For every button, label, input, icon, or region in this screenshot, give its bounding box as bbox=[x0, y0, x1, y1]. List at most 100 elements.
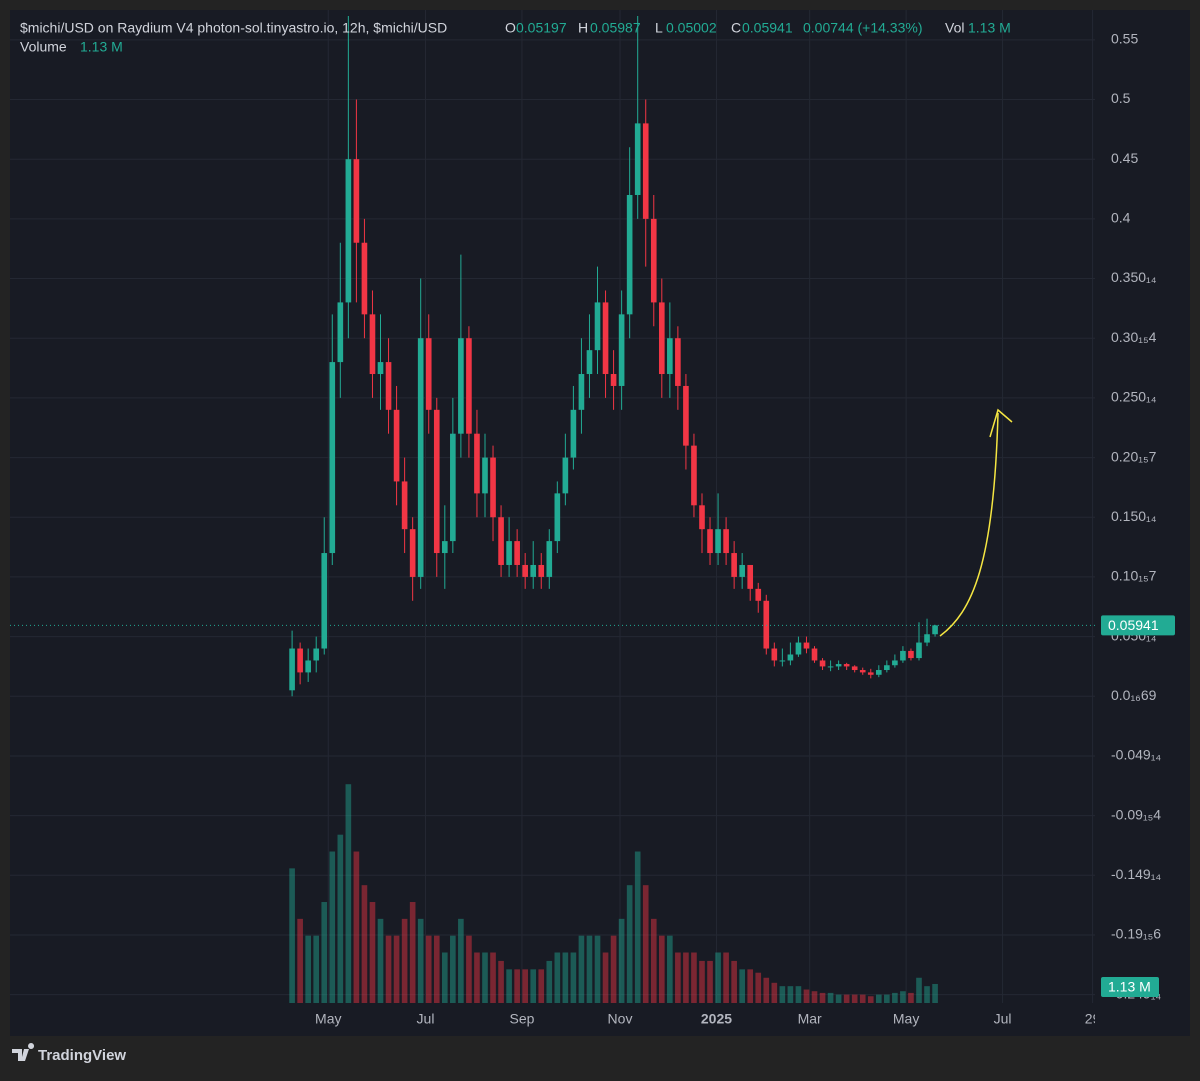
candle-body bbox=[819, 660, 826, 667]
volume-bar bbox=[401, 918, 408, 1003]
logo-icon bbox=[12, 1043, 35, 1061]
volume-bar bbox=[441, 952, 448, 1003]
candle-body bbox=[626, 194, 633, 315]
volume-bar bbox=[305, 935, 311, 1003]
vol-value: 1.13 M bbox=[968, 20, 1011, 36]
volume-bar bbox=[667, 935, 673, 1003]
volume-bar bbox=[787, 986, 794, 1003]
candle-body bbox=[289, 648, 295, 691]
y-tick-label: -0.19₁₅6 bbox=[1111, 926, 1161, 942]
volume-bar bbox=[658, 935, 665, 1003]
footer bbox=[0, 1036, 1200, 1076]
candle-body bbox=[586, 350, 593, 375]
y-tick-label: 0.250₁₄ bbox=[1111, 389, 1157, 405]
candle-body bbox=[932, 625, 938, 635]
candle-body bbox=[707, 529, 713, 554]
y-tick-label: 0.45 bbox=[1111, 150, 1138, 166]
candle-body bbox=[803, 642, 810, 649]
volume-bar bbox=[594, 935, 601, 1003]
candle-body bbox=[642, 123, 649, 219]
candle-body bbox=[305, 660, 311, 673]
volume-bar bbox=[546, 960, 553, 1003]
y-tick-label: 0.4 bbox=[1111, 210, 1131, 226]
ohlc-value: 0.05987 bbox=[590, 20, 641, 36]
candle-body bbox=[843, 664, 850, 667]
volume-bar bbox=[289, 868, 295, 1003]
candle-body bbox=[417, 338, 424, 577]
volume-bar bbox=[827, 992, 834, 1003]
volume-bar bbox=[610, 935, 617, 1003]
price-tag-text: 0.05941 bbox=[1108, 617, 1159, 633]
candle-body bbox=[658, 302, 665, 375]
volume-bar bbox=[747, 969, 754, 1003]
volume-bar bbox=[514, 969, 520, 1003]
volume-bar bbox=[337, 834, 344, 1003]
volume-title: Volume bbox=[20, 39, 67, 55]
volume-bar bbox=[425, 935, 432, 1003]
y-tick-label: 0.55 bbox=[1111, 31, 1138, 47]
candle-body bbox=[562, 457, 569, 494]
candle-body bbox=[538, 564, 545, 577]
candle-body bbox=[675, 338, 681, 386]
candle-body bbox=[650, 218, 657, 303]
candle-body bbox=[578, 374, 585, 410]
candle-body bbox=[867, 672, 874, 675]
x-tick-label: Jul bbox=[994, 1011, 1012, 1027]
volume-bar bbox=[634, 851, 641, 1003]
candle-body bbox=[329, 362, 336, 554]
candle-body bbox=[715, 529, 721, 554]
volume-bar bbox=[763, 977, 770, 1003]
candle-body bbox=[361, 242, 368, 315]
volume-bar bbox=[586, 935, 593, 1003]
x-tick-label: Sep bbox=[509, 1011, 534, 1027]
change: 0.00744 (+14.33%) bbox=[803, 20, 922, 36]
volume-bar bbox=[859, 994, 866, 1003]
y-tick-label: 0.0₁₆69 bbox=[1111, 687, 1157, 703]
candle-body bbox=[924, 634, 930, 643]
volume-bar bbox=[650, 918, 657, 1003]
price-tag bbox=[1101, 615, 1175, 636]
volume-bar bbox=[739, 969, 745, 1003]
volume-bar bbox=[345, 784, 352, 1003]
volume-bar bbox=[916, 977, 922, 1003]
drawn-arrow bbox=[939, 412, 999, 637]
candle-body bbox=[739, 564, 745, 577]
ohlc-value: 0.05002 bbox=[666, 20, 717, 36]
volume-bar bbox=[908, 992, 914, 1003]
volume-bar bbox=[675, 952, 681, 1003]
volume-bar bbox=[522, 969, 528, 1003]
candle-body bbox=[337, 302, 344, 363]
volume-bar bbox=[932, 983, 938, 1003]
y-tick-label: 0.30₁₅4 bbox=[1111, 329, 1157, 345]
candle-body bbox=[884, 665, 890, 671]
candle-body bbox=[771, 648, 778, 661]
candle-body bbox=[892, 660, 898, 666]
candle-body bbox=[482, 457, 488, 494]
candle-body bbox=[795, 642, 802, 655]
candle-body bbox=[474, 433, 480, 494]
volume-bar bbox=[450, 935, 456, 1003]
candle-body bbox=[570, 409, 577, 458]
candle-body bbox=[514, 541, 520, 565]
ohlc-label: O bbox=[505, 20, 516, 36]
x-tick-label: Mar bbox=[798, 1011, 822, 1027]
brand: TradingView bbox=[38, 1047, 126, 1064]
ohlc-label: L bbox=[655, 20, 663, 36]
vol-label: Vol bbox=[945, 20, 964, 36]
volume-bar bbox=[843, 994, 850, 1003]
candle-body bbox=[401, 481, 408, 530]
candle-body bbox=[900, 650, 906, 661]
y-tick-label: 0.10₁₅7 bbox=[1111, 568, 1157, 584]
x-tick-label: Nov bbox=[608, 1011, 633, 1027]
volume-bar bbox=[795, 986, 802, 1003]
candle-body bbox=[546, 541, 553, 577]
x-tick-label: 29 bbox=[1085, 1011, 1101, 1027]
volume-bar bbox=[618, 918, 625, 1003]
volume-bar bbox=[819, 992, 826, 1003]
volume-value: 1.13 M bbox=[80, 39, 123, 55]
volume-bar bbox=[321, 902, 328, 1003]
volume-bar bbox=[385, 935, 392, 1003]
volume-bar bbox=[875, 994, 882, 1003]
candle-body bbox=[835, 664, 842, 667]
